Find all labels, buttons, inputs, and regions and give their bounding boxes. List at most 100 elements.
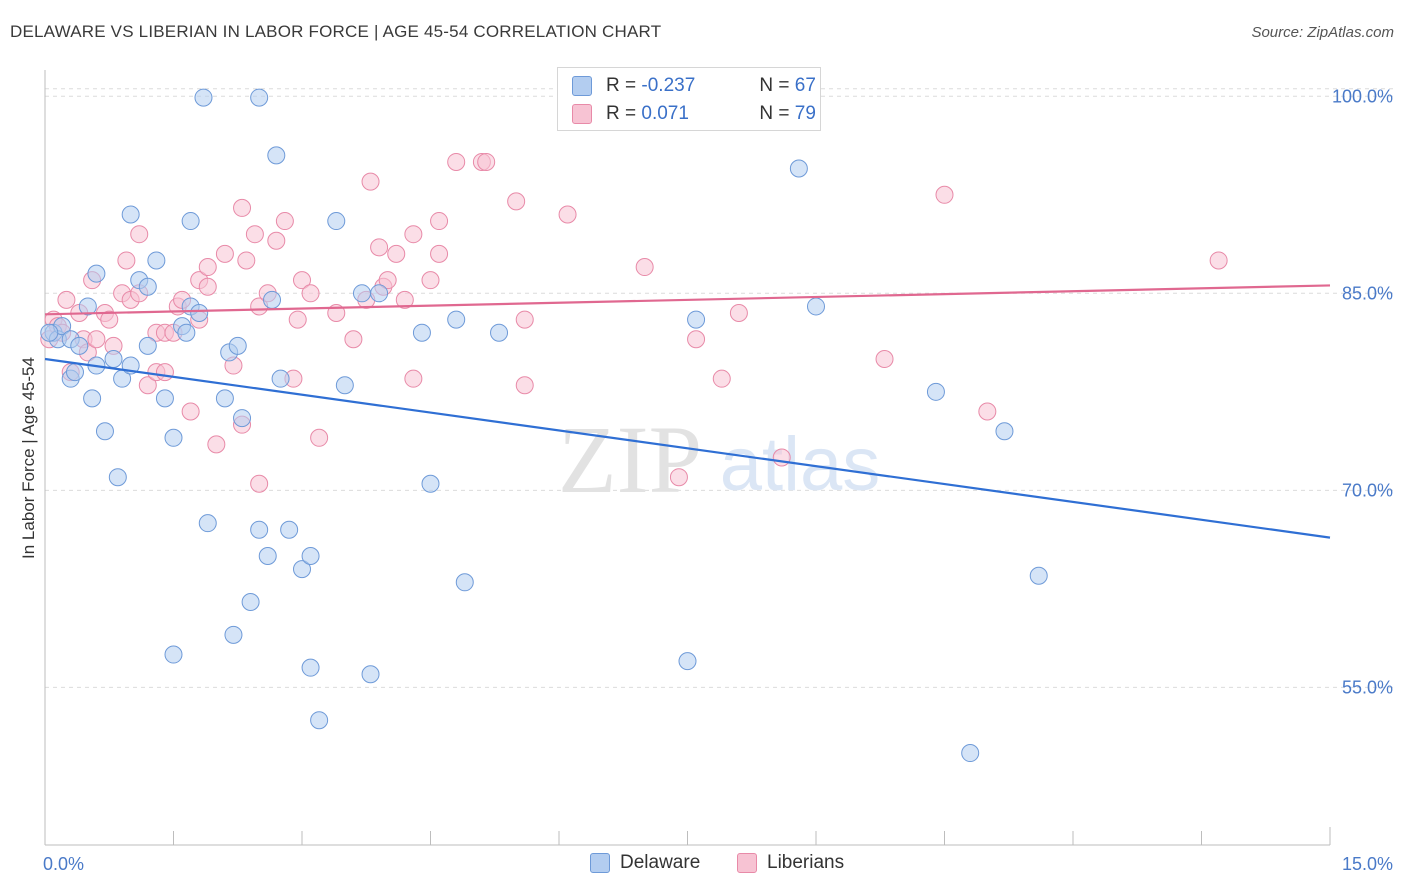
liberian-point: [387, 244, 406, 263]
axis-layer: [44, 70, 1331, 846]
delaware-point: [293, 560, 311, 579]
delaware-point: [121, 205, 140, 224]
liberian-point: [370, 238, 389, 257]
delaware-point: [271, 369, 290, 388]
liberian-point: [1209, 251, 1228, 270]
delaware-point: [301, 658, 320, 677]
liberian-point: [507, 192, 526, 211]
x-tick-label: 15.0%: [1342, 854, 1393, 874]
legend-label: Liberians: [767, 852, 845, 873]
legend-item-delaware: Delaware: [590, 852, 700, 874]
legend-label: Delaware: [620, 852, 701, 873]
delaware-point: [155, 389, 174, 408]
liberian-point: [275, 212, 294, 231]
delaware-point: [241, 592, 260, 611]
delaware-point: [807, 297, 825, 316]
delaware-point: [1029, 566, 1048, 585]
delaware-point: [233, 409, 252, 428]
delaware-point: [370, 284, 389, 303]
delaware-swatch: [590, 853, 610, 873]
delaware-point: [490, 323, 509, 342]
delaware-point: [228, 336, 247, 355]
watermark-zip: ZIP: [558, 406, 702, 513]
liberian-point: [198, 258, 217, 277]
delaware-point: [87, 264, 106, 283]
delaware-trend-line: [44, 357, 1331, 539]
delaware-point: [280, 520, 299, 539]
delaware-point: [190, 304, 209, 323]
delaware-point: [678, 652, 697, 671]
labels-layer: 55.0% 70.0% 85.0% 100.0% 0.0% 15.0%: [43, 86, 1393, 874]
liberians-swatch: [737, 853, 757, 873]
delaware-point: [138, 336, 157, 355]
liberian-point: [404, 225, 423, 244]
y-axis-label: In Labor Force | Age 45-54: [19, 357, 38, 559]
liberian-point: [430, 212, 449, 231]
liberian-point: [395, 290, 414, 309]
delaware-point: [108, 468, 127, 487]
delaware-point: [65, 363, 84, 382]
legend-r-value: -0.237: [641, 75, 696, 96]
delaware-point: [198, 514, 217, 533]
delaware-point: [164, 428, 183, 447]
legend-n-label: N =: [759, 75, 790, 96]
delaware-point: [455, 573, 474, 592]
liberian-point: [515, 376, 534, 395]
delaware-point: [95, 422, 114, 441]
delaware-point: [250, 520, 269, 539]
liberian-point: [87, 330, 106, 349]
legend-row-liberians: R = 0.071 N = 79: [572, 102, 816, 126]
delaware-point: [138, 277, 157, 296]
delaware-point: [789, 159, 808, 178]
delaware-point: [104, 349, 123, 368]
liberian-point: [635, 258, 654, 277]
liberian-point: [772, 448, 791, 467]
legend-item-liberians: Liberians: [737, 852, 844, 874]
legend-r-value: 0.071: [641, 103, 689, 124]
delaware-point: [224, 625, 243, 644]
delaware-point: [412, 323, 431, 342]
delaware-point: [40, 323, 59, 342]
liberian-point: [198, 277, 217, 296]
delaware-swatch: [572, 76, 592, 96]
delaware-point: [258, 547, 277, 566]
liberian-point: [237, 251, 256, 270]
watermark: ZIP atlas: [558, 406, 880, 513]
delaware-point: [687, 310, 706, 329]
delaware-point: [177, 323, 196, 342]
chart-title: DELAWARE VS LIBERIAN IN LABOR FORCE | AG…: [10, 22, 662, 41]
liberian-point: [130, 225, 149, 244]
delaware-point: [78, 297, 97, 316]
liberian-point: [558, 205, 577, 224]
delaware-point: [352, 284, 371, 303]
liberian-point: [421, 271, 440, 290]
liberian-point: [310, 428, 329, 447]
liberian-point: [935, 185, 954, 204]
delaware-point: [926, 382, 945, 401]
liberian-point: [515, 310, 534, 329]
liberian-point: [207, 435, 226, 454]
liberian-point: [687, 330, 706, 349]
y-tick-label: 85.0%: [1342, 283, 1393, 303]
liberian-point: [57, 290, 76, 309]
y-tick-label: 55.0%: [1342, 677, 1393, 697]
delaware-point: [147, 251, 166, 270]
liberian-point: [729, 304, 748, 323]
liberian-point: [117, 251, 136, 270]
delaware-point: [250, 88, 269, 107]
liberian-point: [712, 369, 731, 388]
delaware-point: [263, 290, 282, 309]
delaware-point: [447, 310, 466, 329]
delaware-point: [335, 376, 354, 395]
delaware-point: [421, 474, 440, 493]
delaware-point: [164, 645, 183, 664]
liberian-point: [233, 198, 252, 217]
liberian-trend-line: [44, 284, 1331, 316]
x-tick-label: 0.0%: [43, 854, 84, 874]
delaware-point: [361, 665, 380, 684]
series-legend: Delaware Liberians: [0, 852, 1406, 878]
y-tick-label: 100.0%: [1332, 86, 1393, 106]
liberian-point: [477, 152, 496, 171]
liberian-point: [361, 172, 380, 191]
